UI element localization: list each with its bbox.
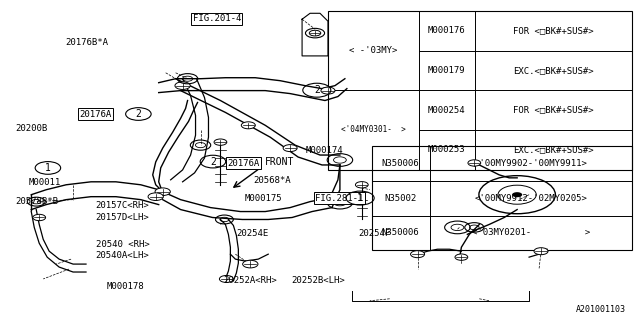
Text: EXC.<□BK#+SUS#>: EXC.<□BK#+SUS#>: [513, 66, 594, 75]
Text: 20200B: 20200B: [15, 124, 47, 133]
Text: 20540A<LH>: 20540A<LH>: [96, 251, 150, 260]
Text: 2: 2: [210, 156, 216, 167]
Text: A201001103: A201001103: [576, 305, 626, 314]
Text: M000175: M000175: [245, 194, 282, 203]
Circle shape: [175, 82, 190, 90]
Text: N350006: N350006: [382, 228, 419, 237]
Circle shape: [148, 193, 163, 201]
Circle shape: [512, 192, 522, 197]
Text: M000176: M000176: [428, 26, 466, 35]
Text: FOR <□BK#+SUS#>: FOR <□BK#+SUS#>: [513, 106, 594, 115]
Text: 2: 2: [136, 109, 141, 119]
Circle shape: [321, 87, 335, 94]
Text: 20568*A: 20568*A: [253, 176, 291, 185]
Text: 20176B*A: 20176B*A: [65, 38, 108, 47]
Text: <'04MY0301-  >: <'04MY0301- >: [341, 125, 406, 134]
Text: <'00MY9912-'02MY0205>: <'00MY9912-'02MY0205>: [474, 194, 588, 203]
Text: N350006: N350006: [382, 159, 419, 168]
Circle shape: [33, 214, 45, 221]
Circle shape: [243, 260, 258, 268]
Circle shape: [468, 160, 481, 166]
Circle shape: [283, 145, 297, 152]
Text: M000254: M000254: [428, 106, 466, 115]
Bar: [372, 146, 632, 251]
Circle shape: [411, 251, 424, 258]
Circle shape: [220, 276, 234, 283]
Text: 20157D<LH>: 20157D<LH>: [96, 212, 150, 222]
Text: FIG.201-4: FIG.201-4: [193, 14, 241, 23]
Text: 20176A: 20176A: [227, 159, 260, 168]
Text: EXC.<□BK#+SUS#>: EXC.<□BK#+SUS#>: [513, 145, 594, 154]
Text: 20578B*B: 20578B*B: [15, 197, 58, 206]
Text: FRONT: FRONT: [265, 157, 294, 167]
Circle shape: [355, 182, 368, 188]
Text: <'03MY0201-          >: <'03MY0201- >: [472, 228, 590, 237]
Text: 20176A: 20176A: [79, 109, 112, 118]
Circle shape: [455, 254, 468, 260]
Text: <'00MY9902-'00MY9911>: <'00MY9902-'00MY9911>: [474, 159, 588, 168]
Circle shape: [241, 122, 255, 129]
Text: 20252A<RH>: 20252A<RH>: [223, 276, 277, 285]
Text: M000174: M000174: [306, 146, 344, 155]
Text: 2: 2: [314, 85, 320, 95]
Circle shape: [155, 188, 170, 196]
Text: N35002: N35002: [385, 194, 417, 203]
Text: 1: 1: [45, 163, 51, 173]
Text: 20157C<RH>: 20157C<RH>: [96, 202, 150, 211]
Text: < -'03MY>: < -'03MY>: [349, 46, 397, 55]
Circle shape: [534, 248, 548, 255]
Text: 20252B<LH>: 20252B<LH>: [291, 276, 345, 285]
Text: M00011: M00011: [28, 178, 60, 187]
Text: 20254F: 20254F: [358, 229, 390, 238]
Text: 20540 <RH>: 20540 <RH>: [96, 240, 150, 249]
Text: M000253: M000253: [428, 145, 466, 154]
Circle shape: [214, 139, 227, 145]
Text: 20254E: 20254E: [236, 229, 268, 238]
Circle shape: [309, 30, 321, 36]
Text: M000178: M000178: [107, 282, 145, 292]
Text: M000179: M000179: [428, 66, 466, 75]
Text: 1: 1: [357, 193, 363, 203]
Text: FOR <□BK#+SUS#>: FOR <□BK#+SUS#>: [513, 26, 594, 35]
Text: FIG.281-1: FIG.281-1: [315, 194, 364, 203]
Bar: [328, 11, 632, 170]
